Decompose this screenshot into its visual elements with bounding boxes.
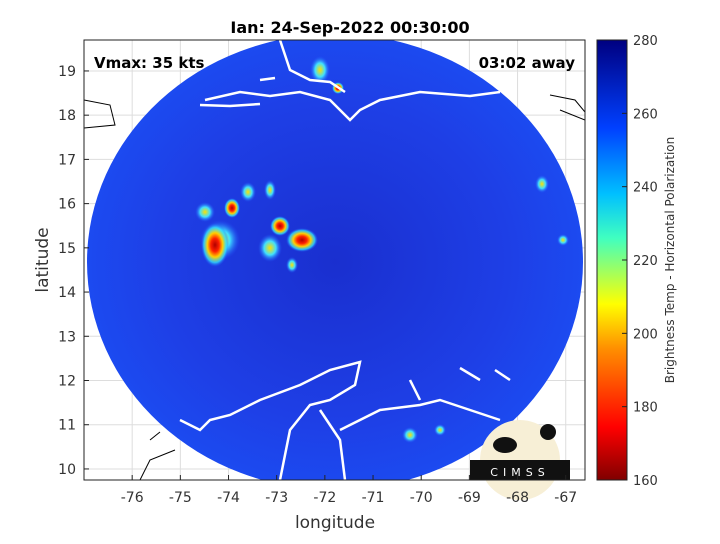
convection-cell: [201, 223, 229, 267]
convection-cell: [286, 228, 318, 252]
x-tick-label: -72: [313, 490, 336, 506]
colorbar-tick-label: 260: [633, 107, 658, 122]
x-axis-label: longitude: [295, 513, 375, 533]
convection-cell: [402, 427, 418, 443]
x-tick-label: -71: [362, 490, 385, 506]
vmax-label: Vmax: 35 kts: [94, 54, 204, 72]
colorbar-tick-label: 240: [633, 181, 658, 196]
y-axis: 10 11 12 13 14 15 16 17 18 19: [58, 64, 89, 478]
colorbar-tick-label: 200: [633, 327, 658, 342]
convection-cell: [310, 56, 330, 84]
convection-cell: [224, 198, 240, 218]
x-tick-label: -70: [410, 490, 433, 506]
y-axis-label: latitude: [33, 227, 53, 292]
convection-cell: [195, 202, 215, 222]
convection-cell: [286, 257, 298, 273]
y-tick-label: 12: [58, 374, 76, 390]
y-tick-label: 17: [58, 152, 76, 168]
colorbar-tick-label: 160: [633, 474, 658, 489]
y-tick-label: 15: [58, 241, 76, 257]
time-away-label: 03:02 away: [479, 54, 576, 72]
coastlines-outside: [84, 94, 585, 480]
axes-frame: [83, 39, 586, 481]
y-tick-label: 14: [58, 285, 76, 301]
y-tick-label: 10: [58, 462, 76, 478]
convection-cell: [264, 180, 276, 200]
coastlines: [179, 40, 511, 480]
x-tick-label: -68: [506, 490, 529, 506]
convection-cell: [270, 216, 290, 236]
colorbar-ticks: 280 260 240 220 200 180 160: [622, 34, 658, 489]
y-tick-label: 16: [58, 197, 76, 213]
convection-cell: [258, 234, 282, 262]
logo-text: CIMSS: [490, 466, 549, 479]
colorbar-tick-label: 180: [633, 401, 658, 416]
convection-cell: [240, 182, 256, 202]
x-tick-label: -67: [554, 490, 577, 506]
x-tick-label: -73: [265, 490, 288, 506]
convection-cell: [557, 234, 569, 246]
y-tick-label: 11: [58, 418, 76, 434]
colorbar-tick-label: 280: [633, 34, 658, 49]
satellite-swath: [87, 40, 583, 480]
y-tick-label: 13: [58, 329, 76, 345]
convection-cell: [434, 424, 446, 436]
x-tick-label: -76: [121, 490, 144, 506]
y-tick-label: 19: [58, 64, 76, 80]
plot-title: Ian: 24-Sep-2022 00:30:00: [230, 18, 469, 37]
convection-cell: [535, 175, 549, 193]
y-tick-label: 18: [58, 108, 76, 124]
x-tick-label: -75: [169, 490, 192, 506]
x-tick-label: -74: [217, 490, 240, 506]
x-tick-label: -69: [458, 490, 481, 506]
colorbar-tick-label: 220: [633, 254, 658, 269]
colorbar-label: Brightness Temp - Horizontal Polarizatio…: [663, 137, 677, 384]
x-axis: -76 -75 -74 -73 -72 -71 -70 -69 -68 -67: [121, 475, 577, 506]
